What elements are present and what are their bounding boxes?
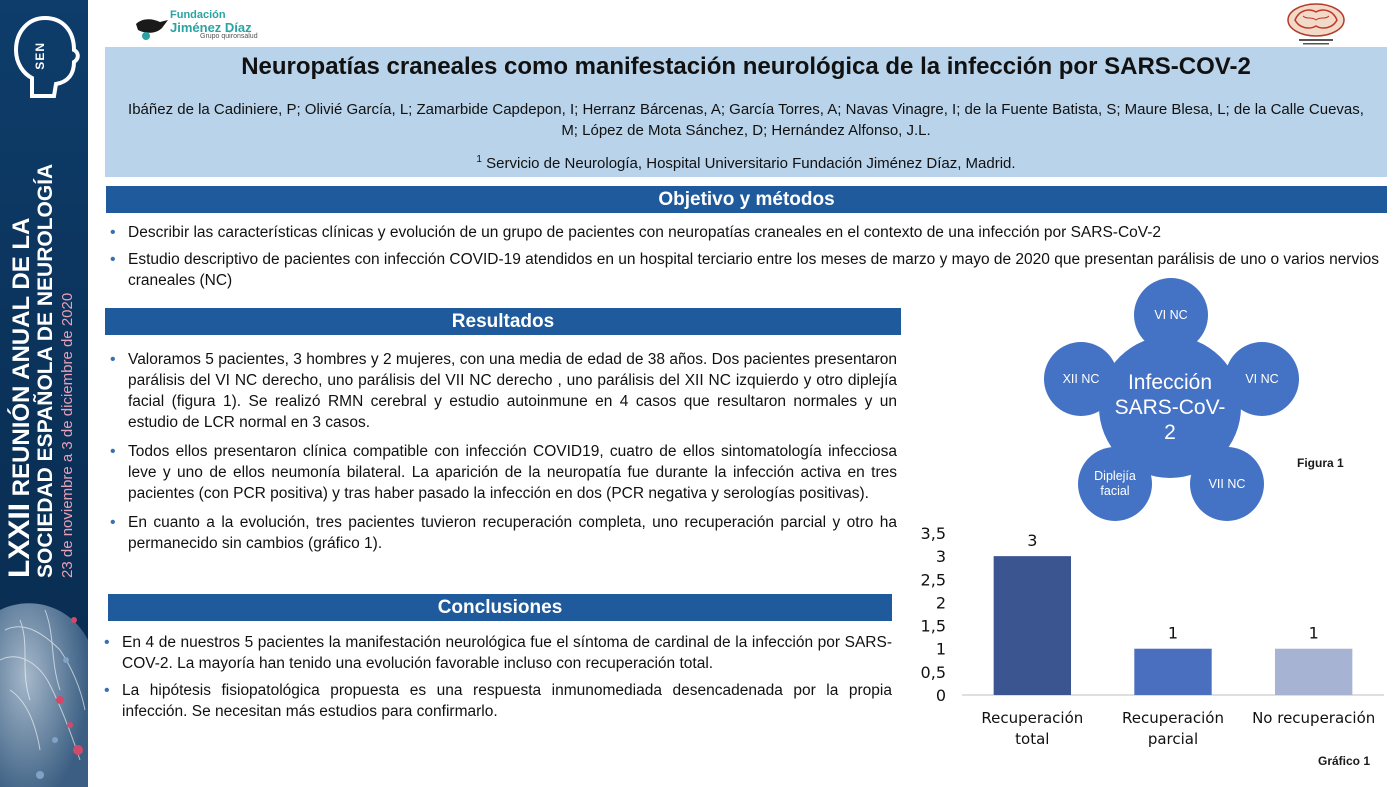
list-item: La hipótesis fisiopatológica propuesta e… <box>100 680 892 722</box>
diagram-node-vi-nc: VI NC <box>1225 342 1299 416</box>
resultados-list: Valoramos 5 pacientes, 3 hombres y 2 muj… <box>106 349 897 554</box>
x-tick-label: Recuperación <box>1122 709 1224 727</box>
list-item: Describir las características clínicas y… <box>106 222 1391 243</box>
data-label: 3 <box>1027 531 1037 550</box>
list-item: Estudio descriptivo de pacientes con inf… <box>106 249 1391 291</box>
x-tick-label: Recuperación <box>981 709 1083 727</box>
diagram-node-vi-nc: VI NC <box>1134 278 1208 352</box>
data-label: 1 <box>1309 624 1319 643</box>
diagram-node-vii-nc: VII NC <box>1190 447 1264 521</box>
diagram-node-diplejia: Diplejía facial <box>1078 447 1152 521</box>
diagram-node-xii-nc: XII NC <box>1044 342 1118 416</box>
affiliation-number: 1 <box>476 154 482 165</box>
y-tick-label: 2,5 <box>921 570 946 589</box>
event-line2: SOCIEDAD ESPAÑOLA DE NEUROLOGÍA <box>34 163 57 578</box>
affiliation-text: Servicio de Neurología, Hospital Univers… <box>481 155 1016 172</box>
poster-title: Neuropatías craneales como manifestación… <box>241 53 1251 80</box>
y-tick-label: 1,5 <box>921 617 946 636</box>
chart-caption: Gráfico 1 <box>1318 754 1371 768</box>
bar <box>1274 648 1353 695</box>
objetivo-heading: Objetivo y métodos <box>106 186 1387 213</box>
conclusiones-list: En 4 de nuestros 5 pacientes la manifest… <box>100 632 892 722</box>
list-item: Valoramos 5 pacientes, 3 hombres y 2 muj… <box>106 349 897 433</box>
bar <box>993 556 1072 695</box>
sen-logo-icon <box>13 15 80 98</box>
figure-1-diagram: Infección SARS-CoV-2 VI NC VI NC VII NC … <box>1040 278 1300 523</box>
title-panel: Neuropatías craneales como manifestación… <box>105 47 1387 177</box>
fjd-logo-icon <box>136 19 168 40</box>
conclusiones-heading: Conclusiones <box>108 594 892 621</box>
y-tick-label: 0,5 <box>921 663 946 682</box>
gráfico-1-chart: 0 0,5 1 1,5 2 2,5 3 3,5 3 Recuperación total 1 Recup… <box>921 525 1384 748</box>
x-tick-label: total <box>1015 730 1049 748</box>
x-tick-label: No recuperación <box>1252 709 1375 727</box>
y-tick-label: 3,5 <box>921 525 946 543</box>
y-tick-label: 1 <box>936 640 946 659</box>
event-dates: 23 de noviembre a 3 de diciembre de 2020 <box>59 292 76 578</box>
bar <box>1134 648 1212 695</box>
sidebar-banner: SEN LXXII REUNIÓN ANUAL DE LA SOCIEDAD E… <box>0 0 88 787</box>
fjd-logo-line3: Grupo quironsalud <box>200 33 258 40</box>
list-item: En 4 de nuestros 5 pacientes la manifest… <box>100 632 892 674</box>
event-title: LXXII REUNIÓN ANUAL DE LA SOCIEDAD ESPAÑ… <box>3 8 78 578</box>
y-tick-label: 2 <box>936 593 946 612</box>
society-emblem-icon <box>1287 3 1345 45</box>
data-label: 1 <box>1168 624 1178 643</box>
event-roman: LXXII <box>3 502 36 578</box>
authors: Ibáñez de la Cadiniere, P; Olivié García… <box>128 101 1364 139</box>
y-tick-label: 3 <box>936 547 946 566</box>
list-item: Todos ellos presentaron clínica compatib… <box>106 441 897 504</box>
x-tick-label: parcial <box>1148 730 1198 748</box>
objetivo-list: Describir las características clínicas y… <box>106 222 1391 291</box>
affiliation: 1 Servicio de Neurología, Hospital Unive… <box>105 154 1387 172</box>
event-line1: REUNIÓN ANUAL DE LA <box>8 217 35 497</box>
resultados-heading: Resultados <box>105 308 901 335</box>
brain-illustration-icon <box>0 603 88 787</box>
y-tick-label: 0 <box>936 686 946 705</box>
list-item: En cuanto a la evolución, tres pacientes… <box>106 512 897 554</box>
fjd-logo-line1: Fundación <box>170 9 226 21</box>
figure-1-caption: Figura 1 <box>1297 456 1344 470</box>
fjd-logo-line2: Jiménez Díaz <box>170 20 252 35</box>
